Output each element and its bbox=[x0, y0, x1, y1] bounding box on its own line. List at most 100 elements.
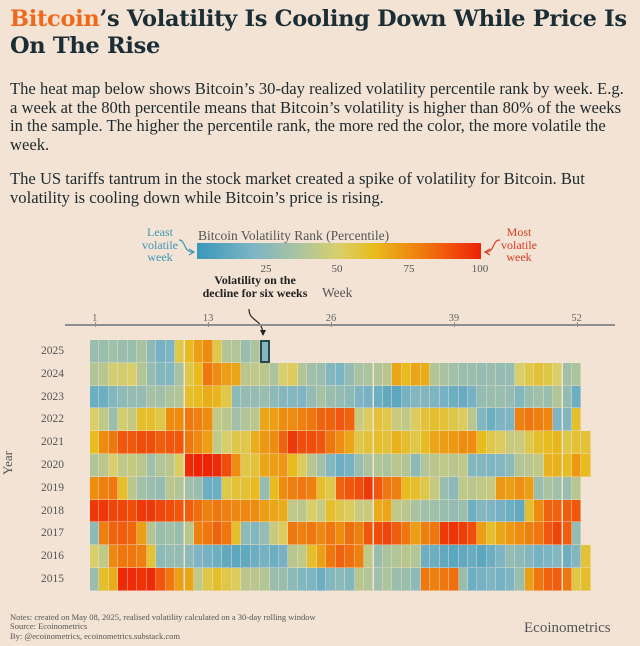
heatmap-cell bbox=[137, 499, 147, 523]
heatmap-cell bbox=[260, 522, 270, 546]
heatmap-cell bbox=[260, 362, 270, 386]
heatmap-cell bbox=[373, 408, 383, 432]
heatmap-cell bbox=[449, 362, 459, 386]
heatmap-cell bbox=[297, 408, 308, 432]
legend-tick: 50 bbox=[331, 263, 343, 275]
heatmap-cell bbox=[477, 454, 487, 477]
heatmap-cell bbox=[231, 340, 242, 363]
heatmap-cell bbox=[562, 454, 572, 477]
heatmap-cell bbox=[515, 362, 525, 386]
heatmap-cell bbox=[307, 362, 317, 386]
description-paragraph-1: The heat map below shows Bitcoin’s 30-da… bbox=[10, 79, 624, 154]
heatmap-cell bbox=[212, 522, 223, 546]
heatmap-cell bbox=[335, 476, 346, 500]
heatmap-cell bbox=[175, 340, 185, 363]
heatmap-cell bbox=[203, 385, 213, 409]
heatmap-cell bbox=[260, 476, 270, 500]
heatmap-cell bbox=[439, 499, 450, 523]
heatmap-cell bbox=[581, 568, 591, 591]
heatmap-cell bbox=[269, 545, 279, 568]
heatmap-cell bbox=[307, 385, 317, 409]
heatmap-cell bbox=[156, 454, 166, 477]
heatmap-cell bbox=[364, 362, 374, 386]
heatmap-cell bbox=[468, 568, 478, 591]
heatmap-cell bbox=[250, 499, 261, 523]
heatmap-cell bbox=[108, 568, 119, 591]
heatmap-cell bbox=[581, 545, 591, 568]
heatmap-cell bbox=[99, 545, 109, 568]
heatmap-cell bbox=[260, 408, 270, 432]
heatmap-cell bbox=[373, 499, 383, 523]
heatmap-cell bbox=[335, 454, 346, 477]
heatmap-cell bbox=[212, 499, 223, 523]
heatmap-cell bbox=[553, 362, 563, 386]
heatmap-cell bbox=[420, 454, 431, 477]
heatmap-cell bbox=[534, 545, 544, 568]
heatmap-cell bbox=[562, 568, 572, 591]
heatmap-cell bbox=[430, 385, 440, 409]
heatmap-cell bbox=[127, 362, 138, 386]
heatmap-cell bbox=[524, 568, 535, 591]
heatmap-cell bbox=[212, 476, 223, 500]
heatmap-cell bbox=[439, 408, 450, 432]
x-tick-mark bbox=[94, 322, 96, 327]
heatmap-cell bbox=[212, 385, 223, 409]
heatmap-cell bbox=[486, 454, 497, 477]
heatmap-cell bbox=[307, 476, 317, 500]
heatmap-cell bbox=[137, 522, 147, 546]
heatmap-cell bbox=[297, 476, 308, 500]
heatmap-cell bbox=[373, 431, 383, 454]
heatmap-cell bbox=[175, 362, 185, 386]
heatmap-cell bbox=[345, 499, 355, 523]
heatmap-cell bbox=[146, 362, 157, 386]
heatmap-cell bbox=[571, 408, 582, 432]
heatmap-cell bbox=[401, 362, 412, 386]
notes: Notes: created on May 08, 2025, realised… bbox=[10, 612, 316, 641]
heatmap-cell bbox=[458, 476, 468, 500]
heatmap-cell bbox=[184, 340, 194, 363]
heatmap-cell bbox=[373, 362, 383, 386]
heatmap-cell bbox=[222, 545, 232, 568]
heatmap-cell bbox=[382, 545, 393, 568]
heatmap-cell bbox=[505, 476, 516, 500]
heatmap-cell bbox=[534, 522, 544, 546]
heatmap-cell bbox=[241, 545, 251, 568]
heatmap-cell bbox=[269, 499, 279, 523]
heatmap-cell bbox=[382, 476, 393, 500]
heatmap-cell bbox=[468, 522, 478, 546]
heatmap-cell bbox=[90, 454, 100, 477]
heatmap-cell bbox=[307, 522, 317, 546]
heatmap-cell bbox=[108, 545, 119, 568]
heatmap-cell bbox=[118, 408, 128, 432]
heatmap-cell bbox=[449, 431, 459, 454]
heatmap-cell bbox=[345, 476, 355, 500]
heatmap-cell bbox=[231, 385, 242, 409]
heatmap-cell bbox=[156, 408, 166, 432]
heatmap-cell bbox=[99, 499, 109, 523]
y-axis-label: Year bbox=[0, 451, 15, 475]
heatmap-cell bbox=[571, 522, 582, 546]
heatmap-cell bbox=[534, 476, 544, 500]
heatmap-cell bbox=[468, 476, 478, 500]
heatmap-cell bbox=[326, 568, 336, 591]
heatmap-cell bbox=[505, 431, 516, 454]
heatmap-cell bbox=[430, 454, 440, 477]
heatmap-cell bbox=[137, 385, 147, 409]
heatmap-cell bbox=[505, 522, 516, 546]
x-tick-mark bbox=[208, 322, 210, 327]
heatmap-cell bbox=[373, 385, 383, 409]
heatmap-cell bbox=[99, 362, 109, 386]
heatmap-cell bbox=[203, 545, 213, 568]
annotation-arrow-icon bbox=[248, 308, 266, 336]
heatmap-cell bbox=[515, 545, 525, 568]
heatmap-cell bbox=[571, 454, 582, 477]
heatmap-cell bbox=[411, 362, 421, 386]
heatmap-cell bbox=[175, 522, 185, 546]
heatmap-cell bbox=[364, 522, 374, 546]
heatmap-cell bbox=[90, 522, 100, 546]
heatmap-cell bbox=[99, 340, 109, 363]
heatmap-cell bbox=[477, 408, 487, 432]
legend-title: Bitcoin Volatility Rank (Percentile) bbox=[198, 228, 390, 243]
heatmap-cell bbox=[184, 545, 194, 568]
heatmap-cell bbox=[156, 545, 166, 568]
